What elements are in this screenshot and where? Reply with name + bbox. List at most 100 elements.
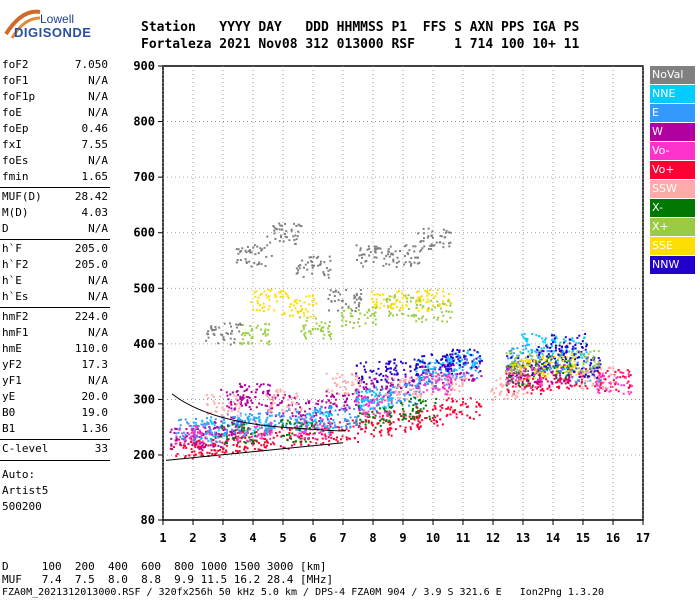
data-point: [583, 375, 586, 378]
data-point: [266, 434, 269, 437]
data-point: [530, 366, 533, 369]
data-point: [265, 411, 268, 414]
data-point: [584, 380, 587, 383]
data-point: [213, 424, 216, 427]
data-point: [396, 396, 399, 399]
data-point: [212, 395, 215, 398]
data-point: [446, 320, 449, 323]
param-row: hmE 110.0: [2, 342, 108, 358]
data-point: [433, 316, 436, 319]
data-point: [242, 435, 245, 438]
data-point: [628, 393, 631, 396]
data-point: [326, 416, 329, 419]
data-point: [436, 387, 439, 390]
data-point: [448, 245, 451, 248]
data-point: [348, 407, 351, 410]
data-point: [270, 288, 273, 291]
data-point: [371, 410, 374, 413]
data-point: [587, 371, 590, 374]
data-point: [365, 386, 368, 389]
data-point: [554, 349, 557, 352]
data-point: [312, 411, 315, 414]
data-point: [415, 405, 418, 408]
data-point: [244, 249, 247, 252]
data-point: [258, 420, 261, 423]
data-point: [585, 345, 588, 348]
data-point: [297, 223, 300, 226]
data-point: [227, 438, 230, 441]
data-point: [236, 422, 239, 425]
data-point: [339, 293, 342, 296]
data-point: [385, 365, 388, 368]
data-point: [209, 431, 212, 434]
data-point: [445, 229, 448, 232]
data-point: [564, 376, 567, 379]
data-point: [282, 295, 285, 298]
data-point: [553, 355, 556, 358]
data-point: [307, 444, 310, 447]
data-point: [428, 308, 431, 311]
data-point: [398, 384, 401, 387]
data-point: [318, 431, 321, 434]
data-point: [283, 446, 286, 449]
data-point: [335, 426, 338, 429]
data-point: [629, 384, 632, 387]
data-point: [312, 304, 315, 307]
data-point: [350, 384, 353, 387]
param-row: h`F2 205.0: [2, 258, 108, 274]
data-point: [455, 376, 458, 379]
data-point: [387, 402, 390, 405]
data-point: [321, 420, 324, 423]
data-point: [404, 362, 407, 365]
data-point: [547, 356, 550, 359]
data-point: [386, 297, 389, 300]
data-point: [507, 374, 510, 377]
data-point: [273, 420, 276, 423]
data-point: [334, 409, 337, 412]
data-point: [505, 384, 508, 387]
data-point: [374, 248, 377, 251]
data-point: [329, 413, 332, 416]
data-point: [359, 408, 362, 411]
data-point: [426, 236, 429, 239]
data-point: [417, 376, 420, 379]
data-point: [212, 438, 215, 441]
data-point: [324, 411, 327, 414]
data-point: [185, 428, 188, 431]
ionogram-chart: 1 2 3 4 5 6 7 8 9 10 11 12 13 14 15 16 17802003004005006…: [133, 59, 650, 545]
data-point: [302, 328, 305, 331]
data-point: [378, 391, 381, 394]
data-point: [438, 368, 441, 371]
data-point: [245, 446, 248, 449]
data-point: [346, 381, 349, 384]
data-point: [265, 418, 268, 421]
data-point: [295, 418, 298, 421]
data-point: [523, 366, 526, 369]
data-point: [520, 370, 523, 373]
data-point: [294, 415, 297, 418]
data-point: [454, 352, 457, 355]
data-point: [566, 378, 569, 381]
data-point: [215, 406, 218, 409]
data-point: [441, 372, 444, 375]
data-point: [568, 342, 571, 345]
data-point: [529, 382, 532, 385]
data-point: [182, 444, 185, 447]
data-point: [324, 425, 327, 428]
data-point: [596, 388, 599, 391]
data-point: [409, 365, 412, 368]
data-point: [390, 295, 393, 298]
data-point: [240, 425, 243, 428]
data-point: [229, 337, 232, 340]
data-point: [235, 261, 238, 264]
data-point: [545, 344, 548, 347]
data-point: [441, 290, 444, 293]
data-point: [202, 426, 205, 429]
data-point: [314, 408, 317, 411]
data-point: [602, 386, 605, 389]
data-point: [461, 385, 464, 388]
data-point: [370, 402, 373, 405]
data-point: [516, 347, 519, 350]
data-point: [268, 389, 271, 392]
data-point: [301, 417, 304, 420]
